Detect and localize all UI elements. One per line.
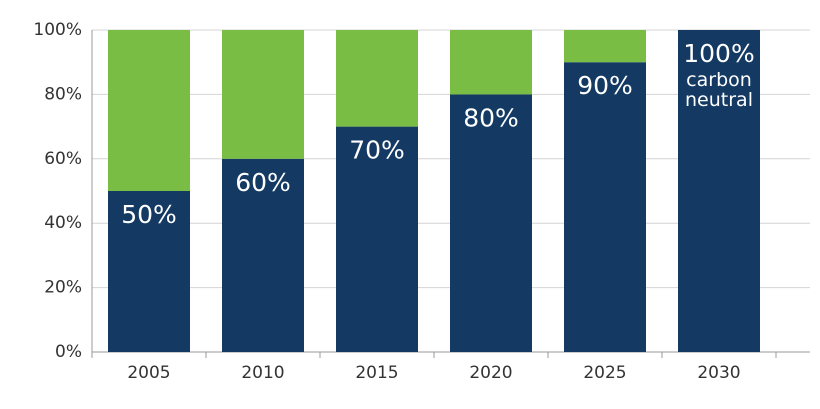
x-tick-label: 2025	[583, 363, 626, 383]
x-tick-label: 2005	[127, 363, 170, 383]
y-tick-label: 60%	[44, 149, 82, 169]
value-label: 50%	[121, 200, 177, 229]
y-tick-label: 20%	[44, 278, 82, 298]
y-tick-label: 40%	[44, 213, 82, 233]
x-tick-label: 2015	[355, 363, 398, 383]
annotation: carbon neutral	[685, 69, 753, 111]
value-label: 70%	[349, 136, 405, 165]
bar-segment	[336, 126, 418, 352]
bar-segment	[222, 30, 304, 159]
bar-segment	[450, 30, 532, 95]
bar-segment	[108, 191, 190, 352]
value-label: 60%	[235, 168, 291, 197]
bar-segment	[108, 30, 190, 191]
value-label: 90%	[577, 71, 633, 100]
bar-segment	[564, 62, 646, 352]
value-label: 80%	[463, 103, 519, 132]
bar-segment	[450, 94, 532, 353]
x-tick-label: 2030	[697, 363, 740, 383]
bar-segment	[564, 30, 646, 63]
bar-segment	[222, 158, 304, 352]
bar-segment	[678, 30, 760, 352]
y-tick-label: 0%	[55, 342, 82, 362]
value-label: 100%	[683, 39, 754, 68]
y-tick-label: 100%	[33, 20, 82, 40]
y-tick-label: 80%	[44, 84, 82, 104]
x-tick-label: 2010	[241, 363, 284, 383]
bar-segment	[336, 30, 418, 127]
x-tick-label: 2020	[469, 363, 512, 383]
